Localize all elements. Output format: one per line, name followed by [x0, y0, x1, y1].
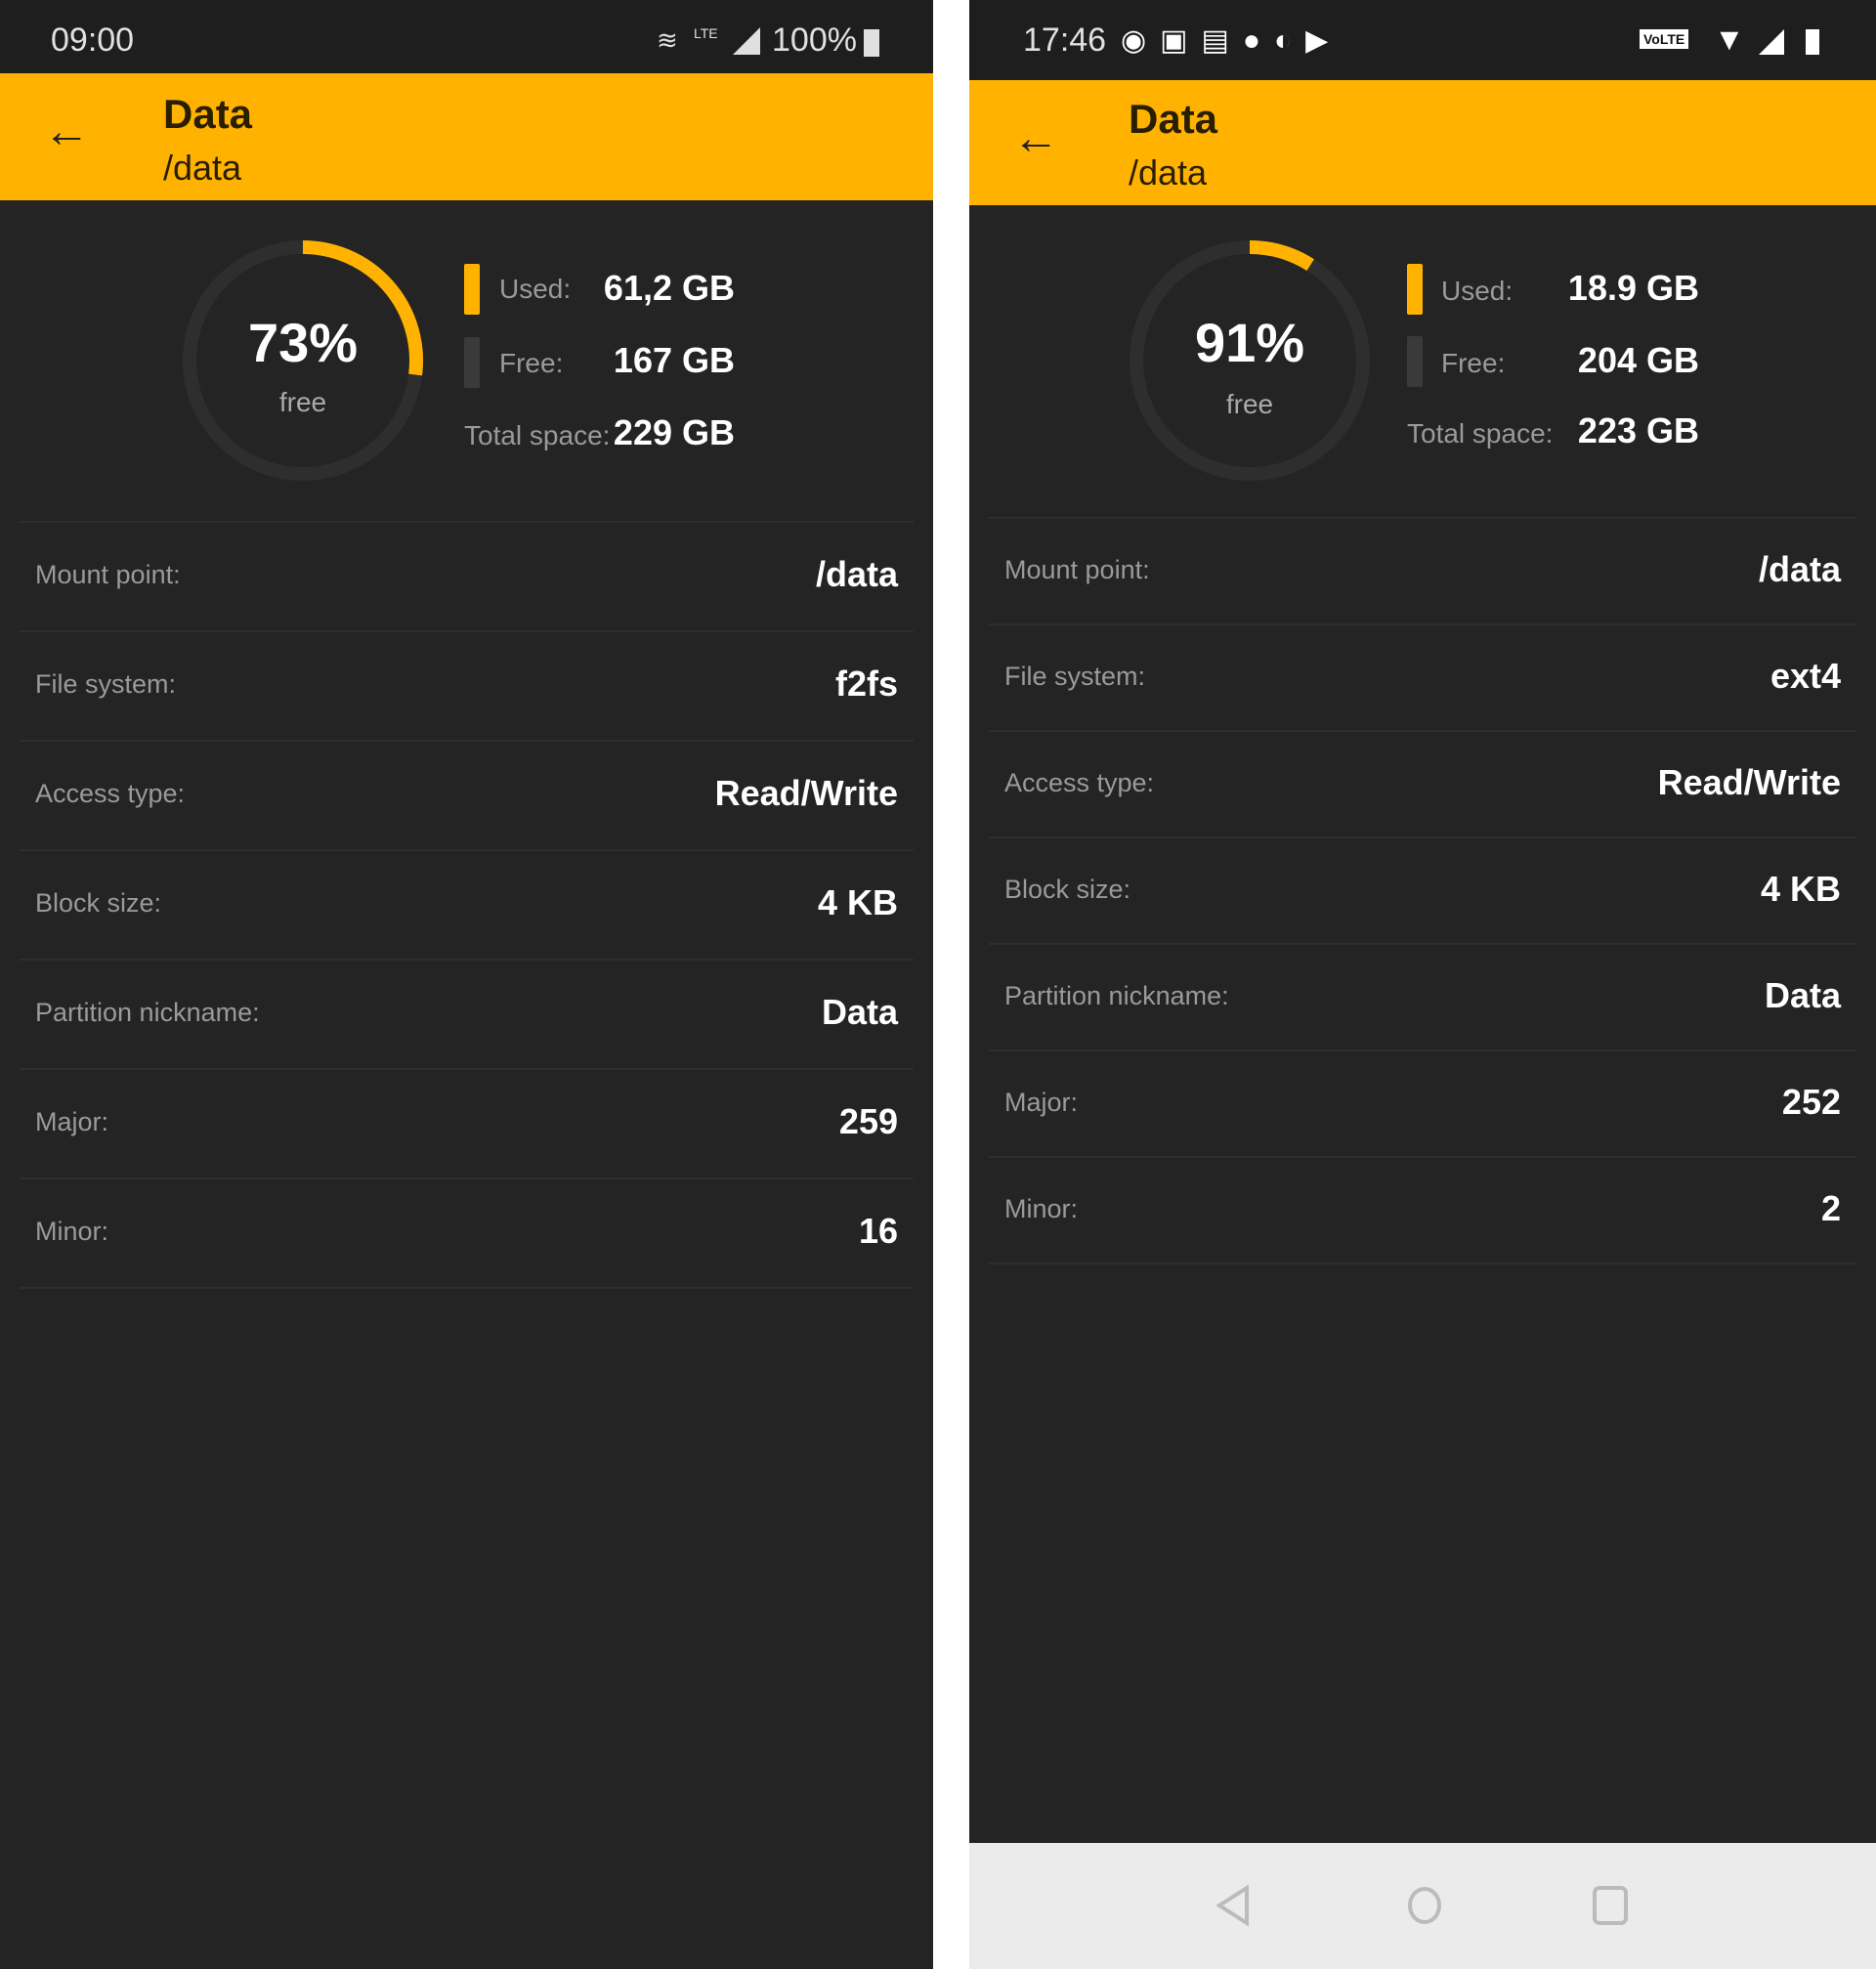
- info-value: ext4: [1769, 655, 1841, 696]
- arrow-left-icon[interactable]: ←: [1012, 112, 1059, 164]
- recents-icon[interactable]: [1591, 1884, 1630, 1927]
- info-row: Major: 259: [20, 1068, 914, 1177]
- info-label: Minor:: [1004, 1193, 1079, 1223]
- info-label: Major:: [1004, 1087, 1079, 1117]
- signal-icon: [733, 27, 760, 55]
- used-label: Used:: [499, 274, 572, 304]
- info-label: Partition nickname:: [35, 998, 260, 1027]
- page-subtitle: /data: [163, 148, 242, 188]
- info-value: f2fs: [834, 663, 898, 704]
- used-value: 18.9 GB: [1567, 268, 1699, 308]
- info-value: Read/Write: [714, 773, 898, 813]
- info-value: 2: [1820, 1187, 1841, 1228]
- info-value: 4 KB: [817, 882, 898, 922]
- right-screen: 17:46 ◉▣▤●◐▶ VoLTE ▼ ← Data /data 91% fr…: [969, 0, 1876, 1969]
- divider: [989, 1263, 1856, 1264]
- battery-icon: [864, 29, 879, 57]
- home-icon[interactable]: [1405, 1884, 1444, 1927]
- info-value: 16: [858, 1211, 898, 1251]
- info-row: Block size: 4 KB: [20, 849, 914, 959]
- total-value: 223 GB: [1577, 410, 1699, 450]
- page-title: Data: [1129, 96, 1218, 142]
- info-label: Access type:: [1004, 767, 1155, 797]
- page-title: Data: [163, 91, 253, 137]
- battery-icon: [1806, 29, 1819, 55]
- signal-icon: [1759, 29, 1784, 55]
- info-label: File system:: [35, 669, 177, 699]
- info-row: Partition nickname: Data: [989, 943, 1856, 1049]
- free-percent: 91%: [1194, 312, 1305, 373]
- info-row: Major: 252: [989, 1049, 1856, 1156]
- divider: [20, 1287, 914, 1289]
- info-value: 252: [1781, 1081, 1841, 1122]
- free-legend-swatch: [464, 337, 480, 388]
- info-row: Access type: Read/Write: [20, 740, 914, 849]
- donut-used-arc: [302, 240, 423, 376]
- info-row: Block size: 4 KB: [989, 836, 1856, 943]
- navigation-bar: [969, 1843, 1876, 1969]
- usage-donut: [183, 240, 423, 481]
- total-value: 229 GB: [613, 412, 735, 452]
- status-bar: 17:46 ◉▣▤●◐▶ VoLTE ▼: [969, 0, 1876, 80]
- status-time: 17:46: [1023, 21, 1107, 59]
- donut-used-arc: [1249, 240, 1314, 272]
- lte-icon: LTE: [694, 25, 718, 41]
- info-label: Block size:: [1004, 874, 1131, 904]
- info-value: Data: [821, 992, 898, 1032]
- info-value: 4 KB: [1760, 868, 1841, 909]
- left-screen: 09:00 ≋ LTE 100% ← Data /data 73% free U…: [0, 0, 933, 1969]
- used-value: 61,2 GB: [603, 268, 735, 308]
- free-legend-swatch: [1407, 336, 1423, 387]
- total-label: Total space:: [464, 420, 611, 450]
- info-value: /data: [1758, 548, 1841, 589]
- app-bar: ← Data /data: [0, 73, 933, 200]
- info-label: Partition nickname:: [1004, 980, 1229, 1010]
- arrow-left-icon[interactable]: ←: [43, 106, 90, 157]
- usage-donut: [1130, 240, 1370, 481]
- info-value: 259: [838, 1101, 898, 1141]
- info-row: Minor: 2: [989, 1156, 1856, 1263]
- free-value: 204 GB: [1577, 340, 1699, 380]
- info-row: File system: ext4: [989, 623, 1856, 730]
- wifi-icon: ≋: [657, 25, 678, 55]
- info-value: /data: [815, 554, 898, 594]
- free-caption: free: [278, 387, 327, 417]
- volte-icon: VoLTE: [1640, 29, 1689, 49]
- back-icon[interactable]: [1214, 1884, 1253, 1927]
- page-subtitle: /data: [1129, 152, 1208, 193]
- battery-percent: 100%: [772, 21, 857, 59]
- notification-icons: ◉▣▤●◐▶: [1121, 24, 1343, 57]
- info-row: Mount point: /data: [20, 521, 914, 630]
- free-caption: free: [1225, 389, 1274, 419]
- free-label: Free:: [1441, 348, 1506, 378]
- free-percent: 73%: [247, 312, 359, 373]
- total-label: Total space:: [1407, 418, 1554, 449]
- info-label: File system:: [1004, 661, 1146, 691]
- info-label: Access type:: [35, 779, 186, 808]
- used-legend-swatch: [1407, 264, 1423, 315]
- info-label: Mount point:: [35, 560, 181, 589]
- info-row: Minor: 16: [20, 1177, 914, 1287]
- info-label: Major:: [35, 1107, 109, 1136]
- info-value: Read/Write: [1657, 761, 1841, 802]
- info-label: Minor:: [35, 1217, 109, 1246]
- used-legend-swatch: [464, 264, 480, 315]
- info-label: Mount point:: [1004, 554, 1150, 584]
- info-row: Partition nickname: Data: [20, 959, 914, 1068]
- info-row: File system: f2fs: [20, 630, 914, 740]
- info-row: Access type: Read/Write: [989, 730, 1856, 836]
- info-label: Block size:: [35, 888, 162, 918]
- free-label: Free:: [499, 348, 564, 378]
- free-value: 167 GB: [613, 340, 735, 380]
- status-bar: 09:00 ≋ LTE 100%: [0, 0, 933, 73]
- status-time: 09:00: [51, 21, 135, 59]
- info-row: Mount point: /data: [989, 517, 1856, 623]
- used-label: Used:: [1441, 276, 1514, 306]
- app-bar: ← Data /data: [969, 80, 1876, 205]
- info-value: Data: [1764, 974, 1841, 1015]
- wifi-icon: ▼: [1714, 21, 1745, 57]
